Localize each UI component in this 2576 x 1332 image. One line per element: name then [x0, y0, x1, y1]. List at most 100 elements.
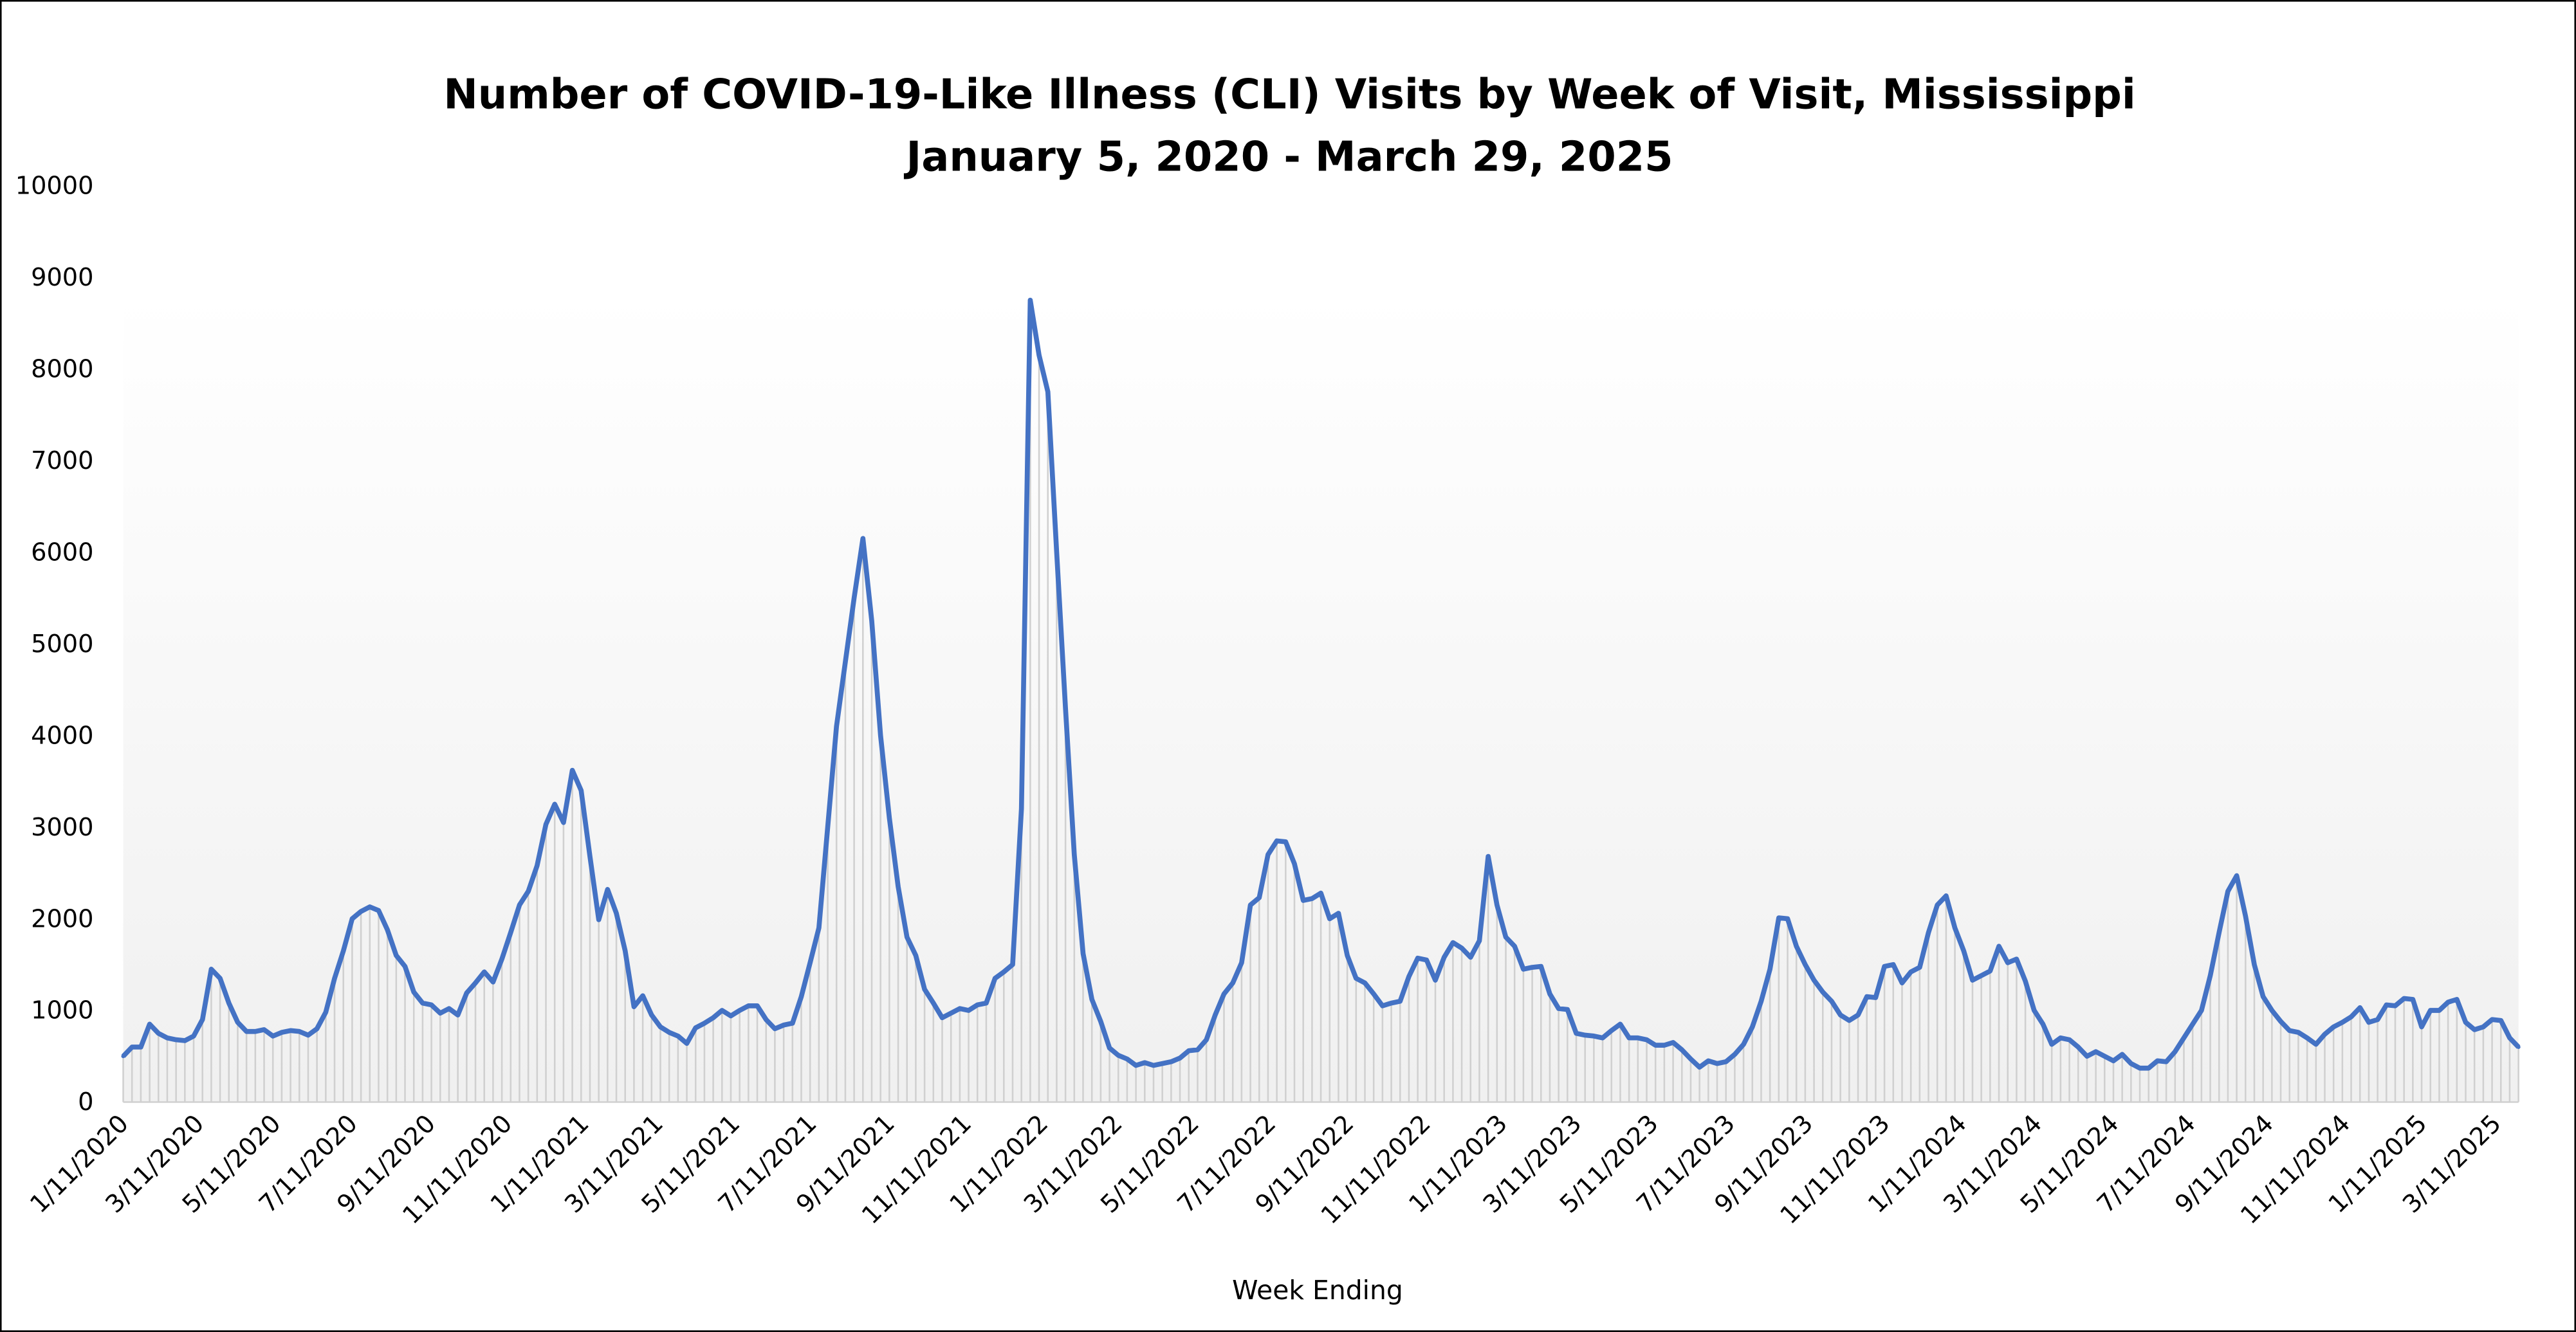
data-point	[1592, 1034, 1596, 1038]
data-point	[482, 970, 486, 974]
data-point	[1265, 852, 1271, 857]
data-point	[1319, 891, 1323, 895]
data-point	[200, 1017, 205, 1022]
data-point	[1583, 1033, 1587, 1037]
data-point	[2111, 1059, 2116, 1063]
y-tick-label: 1000	[31, 996, 93, 1025]
data-point	[1125, 1057, 1130, 1061]
data-point	[2393, 1003, 2398, 1008]
y-tick-label: 2000	[31, 904, 93, 933]
data-point	[2243, 914, 2248, 918]
data-point	[2014, 957, 2019, 962]
data-point	[394, 953, 398, 958]
data-point	[861, 536, 865, 541]
data-point	[887, 816, 892, 820]
data-point	[949, 1011, 953, 1016]
data-point	[1002, 970, 1006, 974]
data-point	[138, 1045, 143, 1050]
data-point	[1081, 951, 1085, 956]
data-point	[649, 1013, 654, 1017]
data-point	[1962, 949, 1966, 953]
data-point	[1864, 994, 1869, 999]
data-point	[2270, 1008, 2274, 1013]
data-point	[896, 884, 901, 889]
data-point	[403, 964, 407, 969]
data-point	[1953, 926, 1957, 930]
data-point	[2146, 1066, 2151, 1070]
data-point	[1239, 960, 1244, 965]
data-point	[579, 788, 584, 793]
data-point	[1072, 852, 1076, 857]
data-point	[1019, 807, 1024, 811]
data-point	[2454, 997, 2459, 1001]
data-point	[878, 733, 883, 738]
data-point	[1186, 1048, 1191, 1053]
y-tick-label: 8000	[31, 354, 93, 383]
data-point	[191, 1034, 196, 1038]
data-point	[1045, 390, 1050, 394]
data-point	[1107, 1046, 1112, 1050]
data-point	[2208, 973, 2213, 978]
data-point	[2446, 1000, 2451, 1005]
data-point	[2129, 1061, 2133, 1066]
data-point	[473, 981, 478, 985]
data-point	[235, 1020, 240, 1025]
data-point	[2217, 930, 2222, 935]
data-point	[1513, 944, 1517, 949]
data-point	[1274, 839, 1279, 843]
data-point	[790, 1021, 795, 1025]
drop-lines	[122, 300, 2519, 1102]
data-point	[1715, 1061, 1720, 1066]
data-point	[465, 990, 469, 995]
data-point	[1635, 1035, 1640, 1040]
data-point	[1477, 938, 1482, 943]
data-point	[359, 909, 363, 914]
data-point	[2173, 1050, 2177, 1054]
data-point	[1354, 976, 1358, 981]
data-point	[2041, 1022, 2045, 1026]
y-tick-label: 10000	[15, 171, 94, 200]
data-point	[1539, 964, 1543, 969]
data-point	[1460, 946, 1464, 951]
data-point	[1063, 706, 1068, 710]
data-point	[1891, 962, 1895, 967]
data-point	[385, 927, 390, 932]
data-point	[1988, 969, 1992, 973]
data-point	[1979, 973, 1983, 978]
data-point	[1028, 298, 1033, 302]
data-point	[728, 1014, 733, 1018]
data-point	[253, 1029, 257, 1034]
data-point	[1336, 911, 1341, 916]
data-point	[500, 957, 504, 962]
data-point	[1556, 1007, 1561, 1011]
data-point	[1151, 1063, 1156, 1068]
data-point	[931, 1001, 935, 1005]
data-point	[2499, 1018, 2503, 1023]
data-point	[1504, 935, 1508, 940]
data-point	[1653, 1043, 1658, 1048]
data-point	[614, 911, 619, 916]
data-point	[1750, 1025, 1754, 1029]
data-point	[2067, 1037, 2072, 1042]
data-point	[2481, 1025, 2485, 1029]
data-point	[1812, 978, 1816, 983]
data-point	[1742, 1042, 1746, 1046]
data-point	[834, 724, 839, 729]
data-point	[1424, 958, 1429, 962]
y-tick-label: 5000	[31, 630, 93, 659]
data-point	[2084, 1054, 2089, 1059]
data-point	[1768, 967, 1772, 971]
data-point	[1697, 1065, 1702, 1070]
data-point	[1671, 1040, 1675, 1045]
data-point	[183, 1038, 187, 1043]
data-point	[2507, 1035, 2512, 1040]
data-point	[923, 987, 927, 992]
data-point	[412, 990, 416, 994]
data-point	[1301, 898, 1305, 903]
data-point	[852, 596, 856, 600]
data-point	[1733, 1052, 1737, 1057]
data-point	[174, 1037, 178, 1042]
data-point	[2164, 1059, 2169, 1064]
data-point	[799, 994, 804, 999]
